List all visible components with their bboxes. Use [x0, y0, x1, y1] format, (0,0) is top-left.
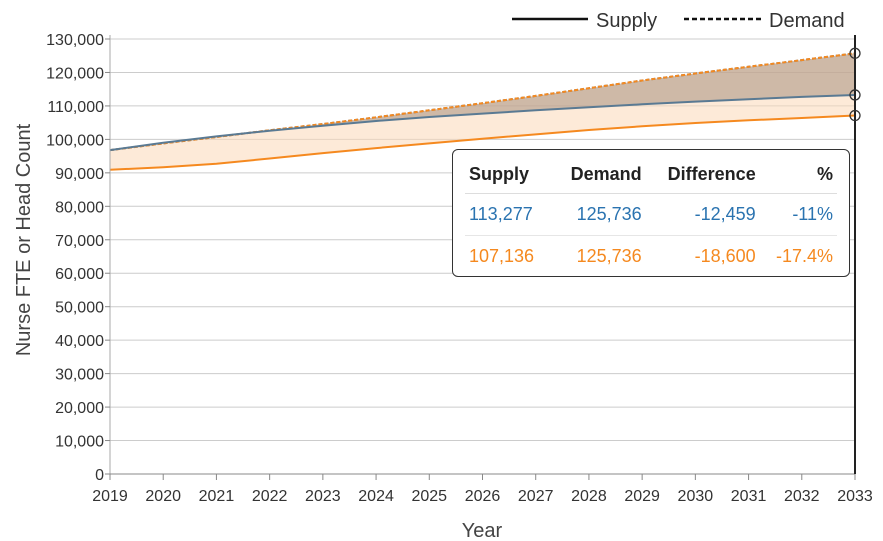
tooltip-row-blue: 113,277 125,736 -12,459 -11%: [465, 193, 837, 236]
x-tick-label: 2028: [571, 488, 607, 505]
y-tick-label: 80,000: [55, 199, 104, 216]
y-tick-label: 0: [95, 467, 104, 484]
y-tick-label: 130,000: [46, 32, 104, 49]
tooltip-header-row: Supply Demand Difference %: [465, 158, 837, 194]
tooltip-orange-demand: 125,736: [576, 246, 642, 266]
x-tick-label: 2029: [624, 488, 660, 505]
tooltip-orange-difference: -18,600: [694, 246, 756, 266]
tooltip-orange-percent: -17.4%: [775, 246, 833, 266]
hover-point: [849, 89, 861, 101]
x-tick-label: 2033: [837, 488, 873, 505]
y-tick-label: 70,000: [55, 233, 104, 250]
y-tick-label: 90,000: [55, 166, 104, 183]
y-tick-label: 100,000: [46, 132, 104, 149]
legend-demand-label[interactable]: Demand: [769, 10, 845, 32]
hover-point: [849, 47, 861, 59]
x-tick-label: 2023: [305, 488, 341, 505]
tooltip-blue-supply: 113,277: [465, 193, 552, 236]
x-axis-ticks: 2019 2020 2021 2022 2023 2024 2025 2026 2027 2028…: [92, 474, 873, 505]
tooltip-header-demand: Demand: [551, 158, 646, 194]
y-tick-label: 30,000: [55, 367, 104, 384]
tooltip-table: Supply Demand Difference % 113,277 125,7…: [465, 158, 837, 277]
tooltip-blue-percent: -11%: [759, 193, 837, 236]
x-tick-label: 2032: [784, 488, 820, 505]
gap-area: [110, 53, 855, 151]
y-tick-label: 60,000: [55, 266, 104, 283]
tooltip-header-supply: Supply: [465, 158, 552, 194]
series-line: [109, 94, 856, 152]
x-tick-label: 2022: [252, 488, 288, 505]
tooltip-row-orange: 107,136 125,736 -18,600 -17.4%: [465, 236, 837, 278]
x-tick-label: 2031: [731, 488, 767, 505]
y-tick-label: 20,000: [55, 400, 104, 417]
tooltip-header-percent: %: [759, 158, 837, 194]
series-lines: [109, 52, 856, 171]
y-tick-label: 50,000: [55, 300, 104, 317]
x-tick-label: 2026: [465, 488, 501, 505]
y-axis-title: Nurse FTE or Head Count: [13, 123, 35, 356]
legend[interactable]: Supply Demand: [512, 10, 845, 32]
y-tick-label: 10,000: [55, 434, 104, 451]
series-line: [109, 52, 856, 152]
x-tick-label: 2019: [92, 488, 128, 505]
series-line: [109, 114, 856, 171]
x-tick-label: 2021: [199, 488, 235, 505]
x-tick-label: 2025: [411, 488, 447, 505]
shaded-gap-areas: [110, 53, 855, 170]
y-axis-ticks: 0 10,000 20,000 30,000 40,000 50,000 60,000 70,…: [46, 32, 110, 484]
x-tick-label: 2030: [678, 488, 714, 505]
x-axis-title: Year: [462, 520, 503, 541]
x-tick-label: 2027: [518, 488, 554, 505]
y-tick-label: 120,000: [46, 65, 104, 82]
x-tick-label: 2024: [358, 488, 394, 505]
tooltip-blue-difference: -12,459: [645, 193, 760, 236]
x-tick-label: 2020: [145, 488, 181, 505]
tooltip-blue-demand: 125,736: [551, 193, 646, 236]
hover-point: [849, 109, 861, 122]
y-tick-label: 110,000: [47, 99, 104, 116]
tooltip-orange-supply: 107,136: [469, 246, 535, 266]
legend-supply-label[interactable]: Supply: [596, 10, 657, 32]
hover-tooltip: Supply Demand Difference % 113,277 125,7…: [452, 149, 850, 277]
hover-marker: [849, 35, 861, 474]
y-tick-label: 40,000: [55, 333, 104, 350]
tooltip-header-difference: Difference: [645, 158, 760, 194]
